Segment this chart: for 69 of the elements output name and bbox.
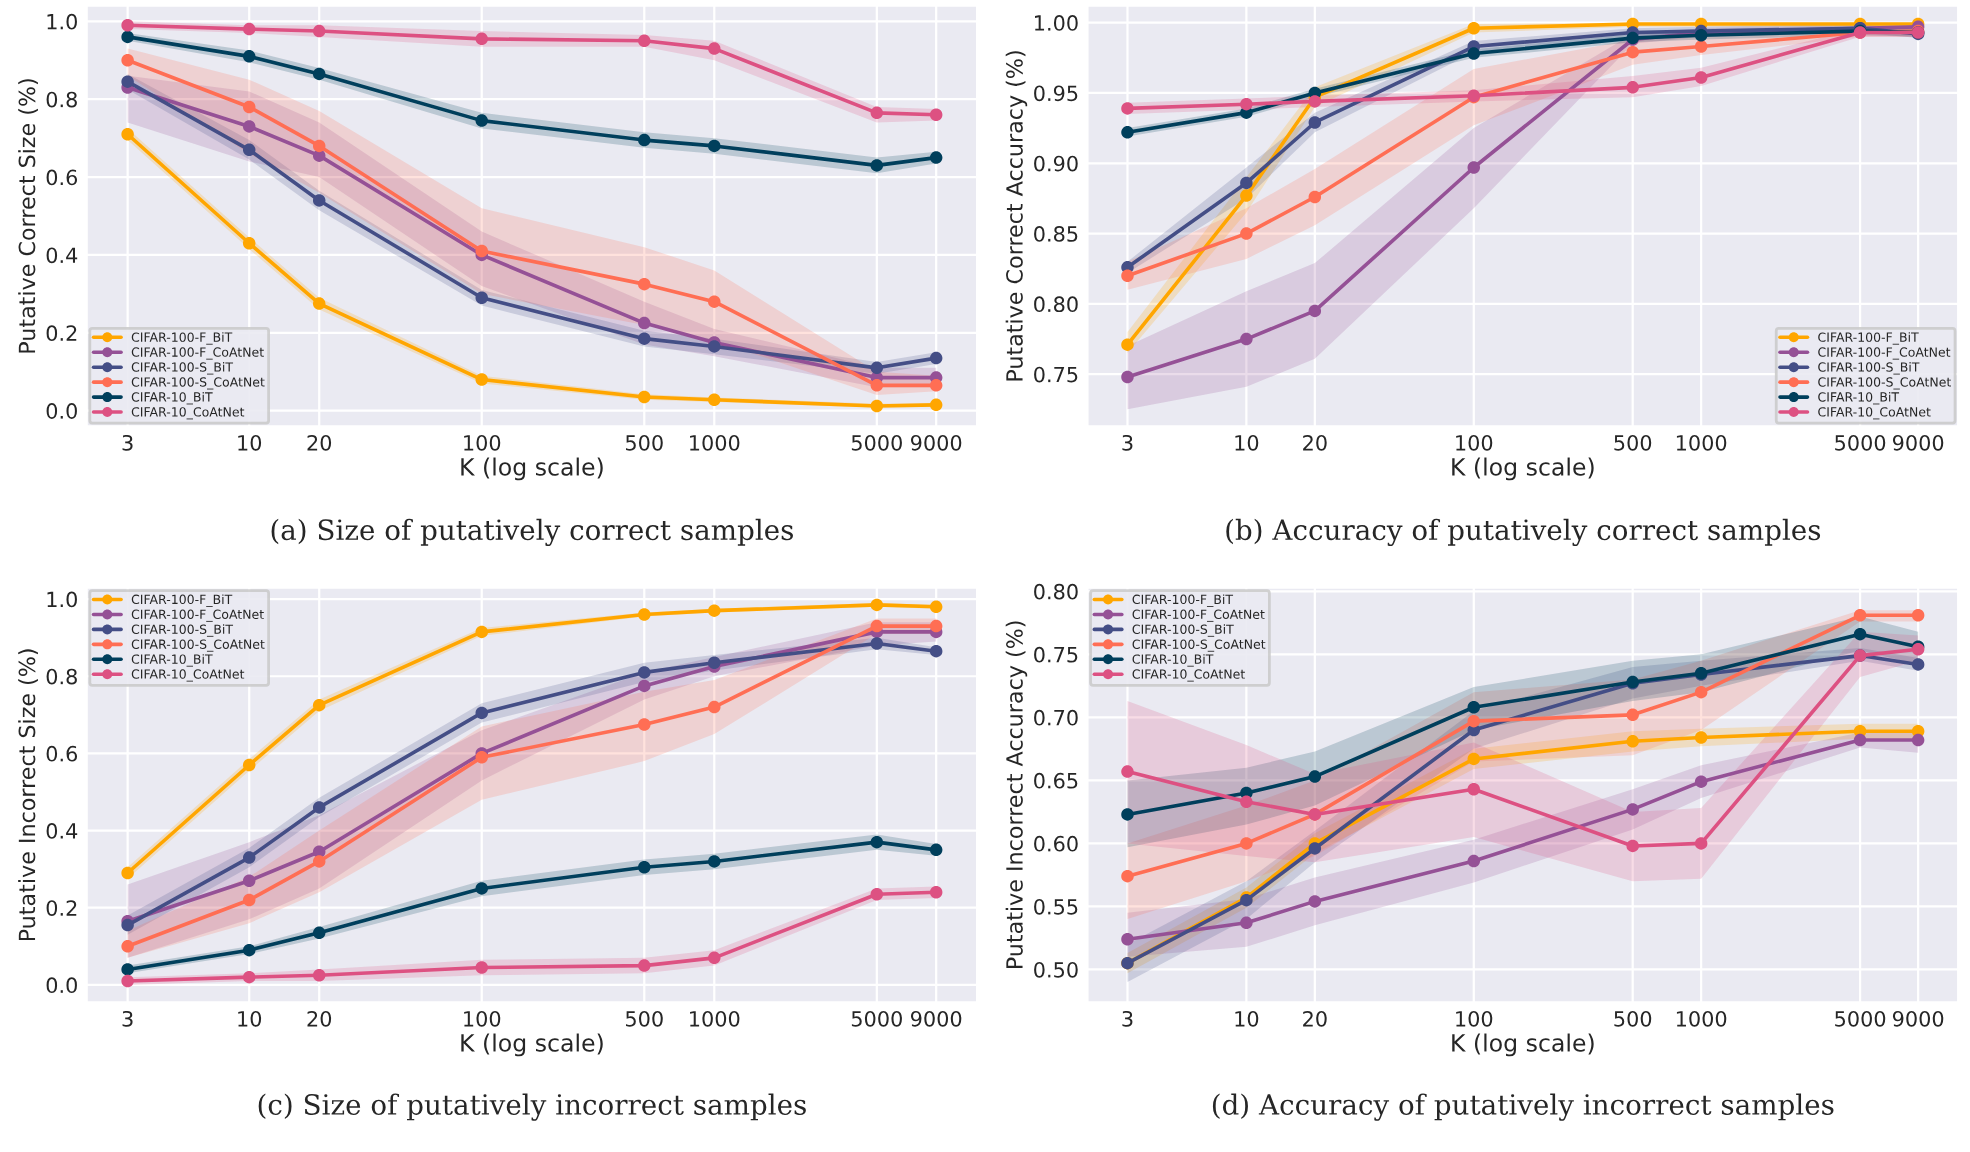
x-axis-title: K (log scale) <box>461 457 603 481</box>
y-tick-label: 0.4 <box>46 823 78 839</box>
y-tick-label: 0.4 <box>46 247 78 264</box>
y-axis-title: Putative Correct Size (%) <box>18 79 38 353</box>
text: (b) Accuracy of putatively correct samples <box>1226 518 1821 547</box>
y-tick-label: 0.2 <box>46 325 77 342</box>
y-axis-title: Putative Incorrect Size (%) <box>18 649 38 941</box>
x-tick-label: 3 <box>1122 1010 1133 1027</box>
x-tick-label: 500 <box>1614 1010 1652 1027</box>
y-tick-label: 0.60 <box>1034 835 1078 852</box>
x-tick-label: 5000 <box>1835 434 1886 451</box>
x-tick-label: 20 <box>307 1010 332 1027</box>
x-tick-label: 100 <box>1456 1010 1493 1027</box>
y-tick-label: 0.6 <box>46 745 78 762</box>
x-tick-label: 100 <box>1456 434 1493 451</box>
x-tick-label: 1000 <box>690 1010 740 1027</box>
y-tick-label: 1.0 <box>47 591 77 608</box>
x-tick-label: 1000 <box>1676 1010 1727 1027</box>
x-tick-label: 5000 <box>851 1010 902 1027</box>
y-tick-label: 0.95 <box>1034 85 1078 102</box>
x-tick-label: 20 <box>1303 1010 1327 1027</box>
x-tick-label: 3 <box>122 1010 133 1027</box>
y-tick-label: 0.70 <box>1034 709 1078 726</box>
y-tick-label: 1.00 <box>1035 15 1078 31</box>
x-axis-title: K (log scale) <box>1452 1033 1594 1057</box>
y-tick-label: 0.55 <box>1034 898 1078 915</box>
x-tick-label: 9000 <box>910 434 962 451</box>
x-tick-label: 1000 <box>1676 434 1727 451</box>
y-axis-title: Putative Incorrect Accuracy (%) <box>1005 621 1028 969</box>
y-tick-label: 0.8 <box>46 668 77 685</box>
text: (c) Size of putatively incorrect samples <box>258 1093 806 1121</box>
x-tick-label: 9000 <box>1892 434 1944 451</box>
x-tick-label: 10 <box>238 434 262 451</box>
x-tick-label: 9000 <box>910 1010 962 1027</box>
x-tick-label: 20 <box>1303 434 1327 451</box>
y-tick-label: 0.75 <box>1034 646 1078 663</box>
x-tick-label: 9000 <box>1892 1010 1944 1027</box>
y-tick-label: 0.0 <box>46 977 77 994</box>
x-tick-label: 100 <box>464 1010 501 1027</box>
x-axis-title: K (log scale) <box>461 1033 603 1057</box>
x-tick-label: 5000 <box>1835 1010 1886 1027</box>
y-tick-label: 0.75 <box>1034 366 1078 383</box>
text: (d) Accuracy of putatively incorrect samples <box>1212 1093 1834 1121</box>
x-tick-label: 5000 <box>851 434 902 451</box>
y-tick-label: 0.2 <box>46 900 77 916</box>
x-tick-label: 100 <box>464 434 501 451</box>
x-tick-label: 10 <box>1235 434 1259 451</box>
y-tick-label: 0.80 <box>1034 296 1078 313</box>
x-tick-label: 20 <box>307 434 332 451</box>
x-tick-label: 10 <box>1235 1010 1259 1027</box>
x-tick-label: 500 <box>626 434 663 451</box>
y-tick-label: 0.0 <box>46 403 77 419</box>
x-tick-label: 10 <box>238 1010 262 1027</box>
x-tick-label: 3 <box>1122 434 1133 451</box>
y-tick-label: 0.90 <box>1034 155 1078 172</box>
y-tick-label: 0.6 <box>46 169 78 186</box>
y-tick-label: 0.50 <box>1034 961 1078 978</box>
x-tick-label: 500 <box>626 1010 663 1027</box>
text: (a) Size of putatively correct samples <box>271 518 793 547</box>
x-tick-label: 500 <box>1614 434 1652 451</box>
x-axis-title: K (log scale) <box>1452 457 1594 481</box>
y-tick-label: 0.85 <box>1034 226 1078 242</box>
y-tick-label: 0.80 <box>1034 583 1078 600</box>
y-tick-label: 0.65 <box>1034 772 1078 789</box>
x-tick-label: 1000 <box>690 434 740 451</box>
y-axis-title: Putative Correct Accuracy (%) <box>1005 51 1028 381</box>
y-tick-label: 0.8 <box>46 91 77 108</box>
y-tick-label: 1.0 <box>47 13 77 30</box>
x-tick-label: 3 <box>122 434 133 451</box>
